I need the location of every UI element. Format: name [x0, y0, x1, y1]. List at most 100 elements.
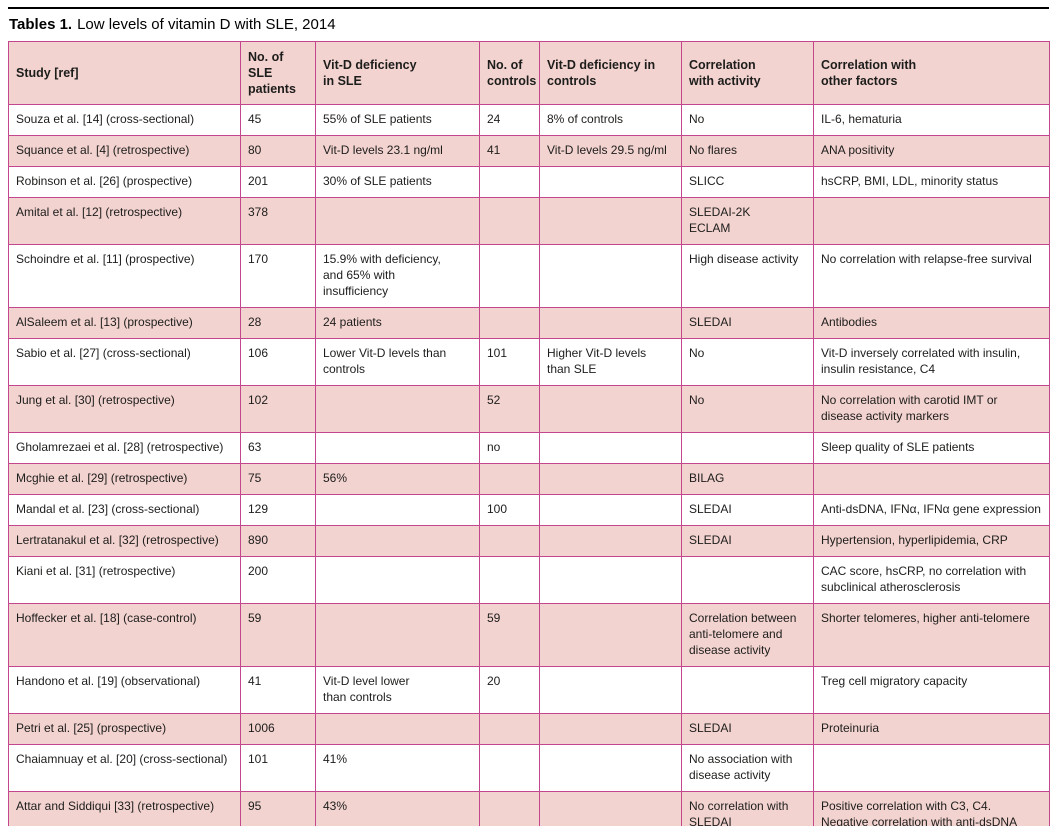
cell-vitd_sle: 43% [315, 791, 480, 826]
table-row: Souza et al. [14] (cross-sectional) 45 55%… [8, 104, 1050, 136]
cell-sle_n: 41 [240, 666, 316, 714]
cell-vitd_sle [315, 385, 480, 433]
cell-vitd_ctrl [539, 744, 682, 792]
table-row: Mandal et al. [23] (cross-sectional) 129 1… [8, 494, 1050, 526]
cell-corr_act [681, 556, 814, 604]
cell-vitd_ctrl [539, 713, 682, 745]
cell-vitd_ctrl [539, 463, 682, 495]
cell-corr_act: No flares [681, 135, 814, 167]
cell-vitd_ctrl [539, 197, 682, 245]
cell-corr_act: No [681, 104, 814, 136]
cell-corr_other: No correlation with relapse-free surviva… [813, 244, 1050, 308]
table-row: Petri et al. [25] (prospective) 1006 SLEDA… [8, 713, 1050, 745]
cell-sle_n: 378 [240, 197, 316, 245]
table-row: Gholamrezaei et al. [28] (retrospective)… [8, 432, 1050, 464]
table-row: Schoindre et al. [11] (prospective) 170 15… [8, 244, 1050, 308]
table-row: AlSaleem et al. [13] (prospective) 28 24 p… [8, 307, 1050, 339]
cell-sle_n: 129 [240, 494, 316, 526]
table-row: Jung et al. [30] (retrospective) 102 52 No N… [8, 385, 1050, 433]
table-row: Mcghie et al. [29] (retrospective) 75 56% B… [8, 463, 1050, 495]
cell-corr_act: BILAG [681, 463, 814, 495]
table-header-row: Study [ref] No. of SLE patients Vit-D defi… [8, 41, 1050, 105]
cell-ctrl_n: 59 [479, 603, 540, 667]
cell-corr_other: hsCRP, BMI, LDL, minority status [813, 166, 1050, 198]
cell-vitd_sle: Vit-D level lower than controls [315, 666, 480, 714]
cell-sle_n: 102 [240, 385, 316, 433]
cell-study: Sabio et al. [27] (cross-sectional) [8, 338, 241, 386]
cell-corr_act: High disease activity [681, 244, 814, 308]
cell-corr_act: No correlation with SLEDAI [681, 791, 814, 826]
cell-vitd_ctrl [539, 385, 682, 433]
cell-vitd_ctrl [539, 666, 682, 714]
cell-vitd_ctrl [539, 244, 682, 308]
cell-corr_other: IL-6, hematuria [813, 104, 1050, 136]
cell-study: AlSaleem et al. [13] (prospective) [8, 307, 241, 339]
column-header-sle_n: No. of SLE patients [240, 41, 316, 105]
cell-sle_n: 170 [240, 244, 316, 308]
cell-vitd_sle: 24 patients [315, 307, 480, 339]
column-header-vitd_sle: Vit-D deficiency in SLE [315, 41, 480, 105]
cell-ctrl_n [479, 166, 540, 198]
cell-sle_n: 1006 [240, 713, 316, 745]
cell-vitd_sle [315, 494, 480, 526]
cell-ctrl_n: 24 [479, 104, 540, 136]
table-row: Hoffecker et al. [18] (case-control) 59 59… [8, 603, 1050, 667]
cell-corr_other: Hypertension, hyperlipidemia, CRP [813, 525, 1050, 557]
cell-ctrl_n [479, 244, 540, 308]
cell-ctrl_n: 41 [479, 135, 540, 167]
cell-corr_act: Correlation between anti-telomere and di… [681, 603, 814, 667]
cell-corr_other: Anti-dsDNA, IFNα, IFNα gene expression [813, 494, 1050, 526]
cell-corr_other: Vit-D inversely correlated with insulin,… [813, 338, 1050, 386]
cell-sle_n: 45 [240, 104, 316, 136]
cell-vitd_ctrl [539, 525, 682, 557]
cell-vitd_sle: 30% of SLE patients [315, 166, 480, 198]
column-header-vitd_ctrl: Vit-D deficiency in controls [539, 41, 682, 105]
cell-study: Squance et al. [4] (retrospective) [8, 135, 241, 167]
cell-corr_other: Antibodies [813, 307, 1050, 339]
cell-study: Petri et al. [25] (prospective) [8, 713, 241, 745]
cell-corr_other [813, 463, 1050, 495]
cell-ctrl_n: 100 [479, 494, 540, 526]
cell-vitd_ctrl [539, 556, 682, 604]
cell-corr_act: No [681, 338, 814, 386]
table-row: Squance et al. [4] (retrospective) 80 Vit-… [8, 135, 1050, 167]
cell-corr_other [813, 744, 1050, 792]
table-row: Lertratanakul et al. [32] (retrospective… [8, 525, 1050, 557]
cell-vitd_sle [315, 603, 480, 667]
column-header-ctrl_n: No. of controls [479, 41, 540, 105]
cell-study: Mandal et al. [23] (cross-sectional) [8, 494, 241, 526]
table-title-label: Tables 1. [9, 16, 73, 33]
cell-corr_act: SLICC [681, 166, 814, 198]
cell-ctrl_n: 20 [479, 666, 540, 714]
cell-corr_other: ANA positivity [813, 135, 1050, 167]
vitamin-d-sle-table: Study [ref] No. of SLE patients Vit-D defi… [8, 41, 1050, 826]
cell-corr_act [681, 432, 814, 464]
cell-ctrl_n [479, 713, 540, 745]
cell-vitd_ctrl: 8% of controls [539, 104, 682, 136]
cell-corr_other: Proteinuria [813, 713, 1050, 745]
cell-corr_act: No association with disease activity [681, 744, 814, 792]
cell-study: Amital et al. [12] (retrospective) [8, 197, 241, 245]
cell-study: Mcghie et al. [29] (retrospective) [8, 463, 241, 495]
cell-vitd_ctrl: Vit-D levels 29.5 ng/ml [539, 135, 682, 167]
table-row: Sabio et al. [27] (cross-sectional) 106 Lo… [8, 338, 1050, 386]
cell-vitd_sle [315, 432, 480, 464]
cell-vitd_sle [315, 525, 480, 557]
cell-corr_act: SLEDAI [681, 713, 814, 745]
cell-vitd_ctrl [539, 166, 682, 198]
top-rule [8, 7, 1049, 9]
cell-sle_n: 63 [240, 432, 316, 464]
cell-vitd_sle: 15.9% with deficiency, and 65% with insu… [315, 244, 480, 308]
table-row: Chaiamnuay et al. [20] (cross-sectional)… [8, 744, 1050, 792]
cell-vitd_ctrl [539, 432, 682, 464]
cell-corr_other: Treg cell migratory capacity [813, 666, 1050, 714]
cell-sle_n: 890 [240, 525, 316, 557]
cell-vitd_ctrl [539, 603, 682, 667]
cell-corr_act [681, 666, 814, 714]
cell-ctrl_n: 101 [479, 338, 540, 386]
cell-study: Handono et al. [19] (observational) [8, 666, 241, 714]
cell-study: Kiani et al. [31] (retrospective) [8, 556, 241, 604]
cell-vitd_sle: 55% of SLE patients [315, 104, 480, 136]
cell-vitd_sle: 56% [315, 463, 480, 495]
